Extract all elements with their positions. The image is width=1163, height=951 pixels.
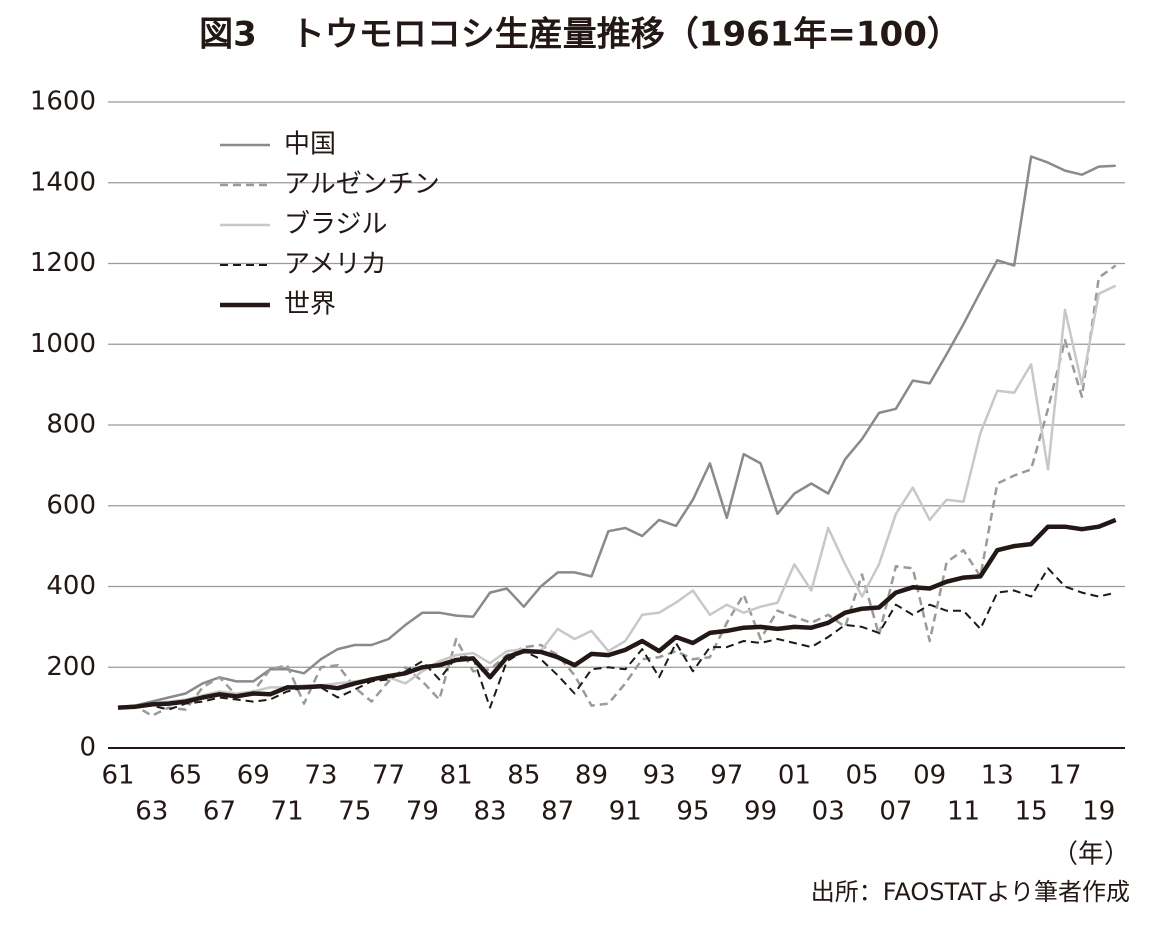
x-tick-label: 67 (203, 797, 236, 827)
legend-label: アメリカ (284, 250, 387, 280)
y-tick-label: 1400 (30, 167, 96, 197)
x-tick-label: 93 (643, 761, 676, 791)
y-tick-label: 1000 (30, 329, 96, 359)
legend-label: 中国 (284, 130, 336, 160)
x-tick-label: 69 (237, 761, 270, 791)
x-tick-label: 83 (473, 797, 506, 827)
x-tick-label: 89 (575, 761, 608, 791)
x-tick-label: 91 (609, 797, 642, 827)
x-tick-label: 87 (541, 797, 574, 827)
x-tick-label: 11 (947, 797, 980, 827)
y-tick-label: 1200 (30, 248, 96, 278)
x-tick-label: 03 (812, 797, 845, 827)
x-tick-label: 13 (981, 761, 1014, 791)
x-tick-label: 95 (676, 797, 709, 827)
x-tick-label: 05 (845, 761, 878, 791)
y-tick-label: 400 (46, 571, 96, 601)
x-unit: （年） (1052, 840, 1130, 870)
x-tick-label: 01 (778, 761, 811, 791)
x-tick-label: 09 (913, 761, 946, 791)
x-tick-label: 81 (440, 761, 473, 791)
x-tick-label: 85 (507, 761, 540, 791)
y-tick-label: 200 (46, 652, 96, 682)
legend-label: ブラジル (284, 210, 387, 240)
x-tick-label: 65 (169, 761, 202, 791)
y-tick-label: 0 (79, 733, 96, 763)
x-tick-label: 19 (1082, 797, 1115, 827)
series-line (118, 567, 1116, 711)
x-tick-label: 17 (1048, 761, 1081, 791)
series-line (117, 155, 1116, 709)
x-tick-label: 75 (338, 797, 371, 827)
x-tick-label: 73 (304, 761, 337, 791)
x-tick-label: 61 (101, 761, 134, 791)
legend-label: 世界 (284, 290, 336, 320)
series-line (117, 517, 1117, 710)
x-tick-label: 15 (1015, 797, 1048, 827)
y-tick-label: 800 (46, 410, 96, 440)
legend-label: アルゼンチン (284, 170, 440, 200)
source-note: 出所：FAOSTATより筆者作成 (811, 878, 1130, 906)
x-tick-label: 71 (271, 797, 304, 827)
x-tick-label: 07 (879, 797, 912, 827)
x-tick-label: 79 (406, 797, 439, 827)
chart-title: 図3 トウモロコシ生産量推移（1961年=100） (199, 15, 961, 55)
x-tick-label: 77 (372, 761, 405, 791)
x-tick-label: 99 (744, 797, 777, 827)
x-tick-label: 63 (135, 797, 168, 827)
y-tick-label: 600 (46, 490, 96, 520)
y-tick-label: 1600 (30, 87, 96, 117)
x-tick-label: 97 (710, 761, 743, 791)
